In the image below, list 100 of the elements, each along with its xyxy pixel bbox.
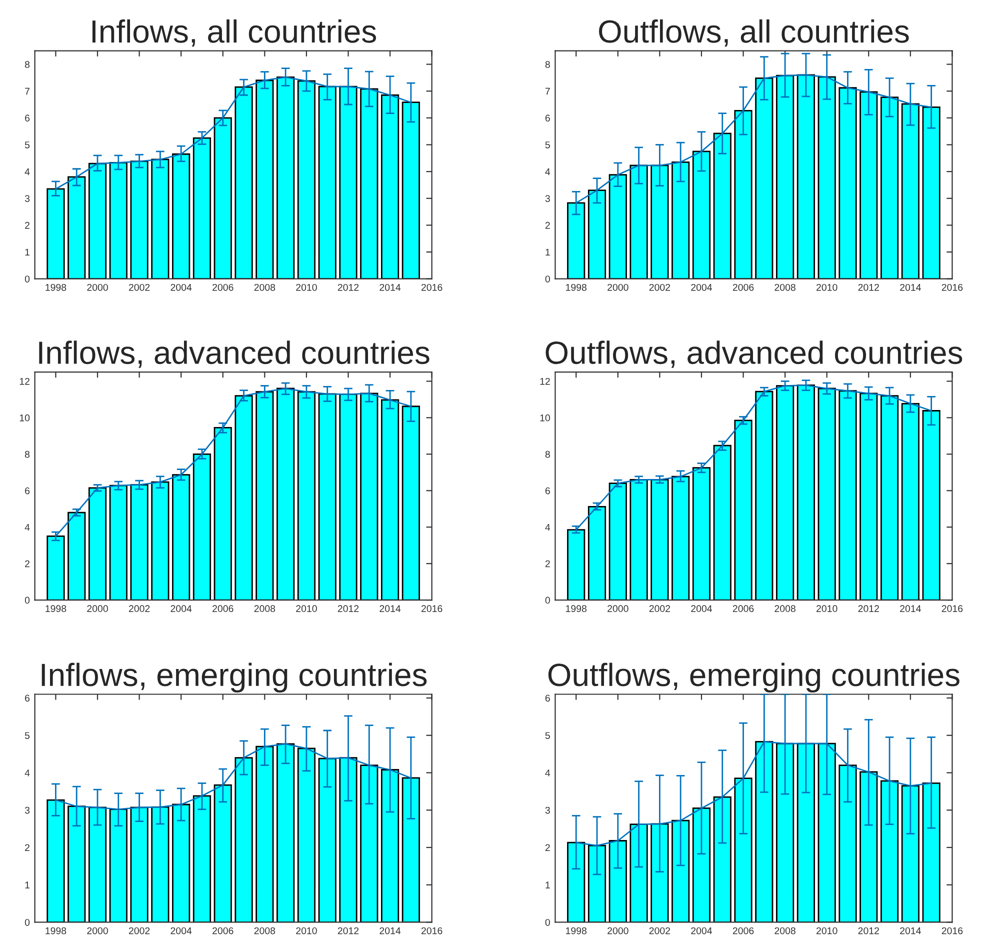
bar: [234, 395, 253, 600]
y-tick-label: 12: [540, 378, 550, 385]
bar: [318, 86, 336, 279]
y-tick-label: 4: [24, 168, 30, 176]
y-tick-label: 8: [545, 450, 550, 458]
y-tick-label: 3: [24, 195, 30, 202]
bar: [276, 76, 295, 279]
bar: [818, 76, 836, 279]
bar: [46, 188, 65, 279]
x-tick-label: 2000: [608, 605, 628, 612]
bar: [608, 840, 627, 922]
x-tick-label: 2010: [816, 284, 838, 291]
bar: [318, 393, 336, 600]
bar: [672, 161, 690, 279]
bar: [256, 391, 274, 600]
bar: [880, 395, 899, 600]
y-tick-label: 12: [20, 378, 30, 385]
x-tick-label: 2000: [608, 927, 628, 934]
y-tick-label: 6: [545, 487, 550, 494]
bar: [588, 844, 606, 922]
bar: [46, 799, 65, 922]
bar: [109, 484, 128, 600]
bar: [297, 391, 316, 600]
bar: [256, 746, 274, 922]
bar: [860, 771, 878, 922]
bar: [838, 390, 857, 600]
bar: [734, 420, 752, 600]
bar: [630, 164, 648, 279]
y-tick-label: 5: [24, 732, 30, 739]
bar: [68, 512, 86, 600]
bar: [214, 784, 232, 922]
bar: [402, 406, 420, 600]
bar: [172, 474, 190, 600]
y-tick-label: 5: [545, 142, 550, 148]
x-tick-label: 2004: [170, 605, 192, 612]
bar: [360, 88, 378, 279]
y-tick-label: 2: [25, 560, 30, 568]
bar: [256, 80, 274, 279]
x-tick-label: 2002: [128, 284, 150, 291]
bar: [922, 410, 940, 600]
y-tick-label: 7: [25, 88, 30, 95]
bar: [151, 158, 170, 279]
bar: [734, 778, 752, 922]
bar: [360, 764, 378, 922]
x-tick-label: 2008: [254, 284, 276, 291]
y-tick-label: 8: [24, 450, 30, 458]
x-tick-label: 2012: [858, 284, 879, 291]
bar: [608, 482, 627, 600]
y-tick-label: 4: [545, 770, 550, 776]
y-tick-label: 0: [545, 596, 550, 604]
x-tick-label: 2016: [942, 284, 963, 291]
x-tick-label: 2000: [87, 605, 108, 612]
bar: [630, 824, 648, 922]
chart-title: Inflows, all countries: [92, 19, 376, 47]
x-tick-label: 2012: [858, 605, 879, 612]
bar: [276, 743, 295, 922]
y-tick-label: 7: [545, 88, 550, 95]
bar: [567, 529, 586, 600]
bar: [734, 110, 752, 279]
y-tick-label: 6: [25, 487, 30, 494]
bar: [880, 96, 899, 279]
bar: [755, 741, 774, 922]
line-series: [55, 388, 412, 537]
bar: [109, 162, 128, 279]
x-tick-label: 2008: [774, 605, 796, 612]
x-tick-label: 2006: [212, 284, 234, 291]
x-tick-label: 2006: [212, 927, 234, 934]
bar: [713, 796, 732, 922]
bar: [880, 780, 899, 922]
y-tick-label: 0: [24, 596, 30, 604]
x-tick-label: 2002: [128, 927, 150, 934]
bar: [860, 392, 878, 600]
bar: [755, 390, 774, 600]
y-tick-label: 3: [545, 195, 550, 202]
y-tick-label: 2: [25, 222, 30, 229]
bar: [650, 478, 669, 600]
x-tick-label: 2008: [254, 927, 276, 934]
x-tick-label: 2010: [296, 927, 317, 934]
y-tick-label: 2: [25, 844, 30, 851]
bar: [234, 757, 253, 922]
bar: [650, 164, 669, 279]
bar: [192, 453, 212, 600]
y-tick-label: 4: [24, 770, 30, 776]
y-tick-label: 8: [545, 61, 550, 68]
bar: [88, 806, 107, 922]
y-tick-label: 1: [546, 248, 550, 256]
bar: [318, 758, 336, 922]
bar: [276, 388, 295, 600]
chart-title: Inflows, advanced countries: [39, 340, 430, 368]
y-tick-label: 10: [20, 414, 30, 422]
bar: [192, 137, 212, 279]
x-tick-label: 2012: [338, 284, 359, 291]
x-tick-label: 2004: [170, 284, 192, 291]
x-tick-label: 2016: [422, 284, 442, 291]
x-tick-label: 2014: [900, 284, 921, 291]
bar: [214, 117, 232, 279]
y-tick-label: 0: [545, 276, 550, 282]
x-tick-label: 2006: [212, 605, 234, 612]
bar: [776, 385, 794, 600]
x-tick-label: 2004: [170, 927, 192, 934]
